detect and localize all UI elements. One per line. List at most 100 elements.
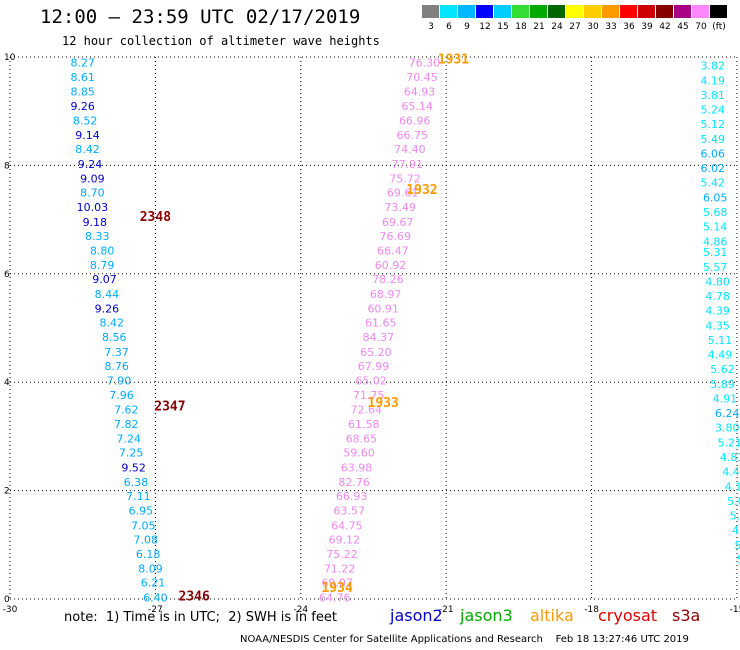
- time-label: 2348: [140, 210, 171, 225]
- wave-height-label: 66.93: [336, 490, 368, 503]
- wave-height-label: 7.11: [126, 490, 151, 503]
- page-title: 12:00 – 23:59 UTC 02/17/2019: [40, 6, 361, 28]
- wave-height-label: 8.44: [95, 288, 120, 301]
- wave-height-label: 7.05: [131, 519, 156, 532]
- wave-height-label: 5.11: [708, 334, 733, 347]
- color-legend-cell: (ft): [710, 5, 728, 32]
- wave-height-label: 9.24: [78, 158, 103, 171]
- wave-height-label: 9.07: [92, 273, 117, 286]
- color-legend: 3 6 9 12 15 18 21 24 27 30 33 36 39 42 45 70 (ft): [422, 5, 728, 32]
- y-tick-label: 2: [4, 487, 10, 497]
- wave-height-label: 71.22: [324, 563, 356, 576]
- wave-height-label: 8.76: [104, 360, 129, 373]
- time-label: 1932: [406, 183, 437, 198]
- wave-height-label: 5.07: [737, 553, 740, 566]
- wave-height-label: 5.57: [703, 261, 728, 274]
- sat-label-jason2: jason2: [390, 606, 443, 625]
- page-subtitle: 12 hour collection of altimeter wave hei…: [62, 34, 380, 48]
- color-legend-label: 15: [497, 22, 509, 32]
- color-legend-swatch: [584, 5, 602, 18]
- wave-height-label: 6.38: [124, 476, 149, 489]
- wave-height-label: 67.99: [358, 360, 390, 373]
- wave-height-label: 65.14: [401, 100, 433, 113]
- wave-height-label: 4.91: [713, 392, 738, 405]
- wave-height-label: 8.09: [138, 563, 163, 576]
- color-legend-label: 45: [677, 22, 689, 32]
- color-legend-label: 6: [446, 22, 452, 32]
- sat-label-s3a: s3a: [672, 606, 701, 625]
- color-legend-swatch: [566, 5, 584, 18]
- wave-height-label: 72.64: [350, 403, 382, 416]
- color-legend-cell: 42: [656, 5, 674, 32]
- wave-height-label: 59.60: [343, 447, 375, 460]
- color-legend-label: (ft): [712, 22, 726, 32]
- wave-height-label: 5.42: [701, 177, 726, 190]
- wave-height-label: 7.08: [133, 533, 158, 546]
- x-tick-label: -24: [293, 605, 308, 615]
- time-label: 1931: [438, 53, 469, 68]
- color-legend-swatch: [548, 5, 566, 18]
- wave-height-label: 3.81: [701, 89, 726, 102]
- wave-height-label: 69.61: [387, 187, 419, 200]
- color-legend-swatch: [476, 5, 494, 18]
- wave-height-label: 68.97: [370, 288, 402, 301]
- color-legend-cell: 18: [512, 5, 530, 32]
- wave-height-label: 69.12: [329, 533, 361, 546]
- wave-height-label: 3.80: [715, 422, 740, 435]
- color-legend-cell: 30: [584, 5, 602, 32]
- y-tick-label: 10: [4, 53, 16, 63]
- x-tick-label: -15: [730, 605, 740, 615]
- wave-height-label: 4.86: [703, 235, 728, 248]
- color-legend-label: 21: [533, 22, 545, 32]
- wave-height-label: 74.40: [394, 143, 426, 156]
- x-tick-label: -18: [584, 605, 599, 615]
- color-legend-label: 9: [464, 22, 470, 32]
- color-legend-cell: 39: [638, 5, 656, 32]
- color-legend-cell: 6: [440, 5, 458, 32]
- wave-height-label: 6.21: [141, 577, 166, 590]
- wave-height-label: 64.75: [331, 519, 363, 532]
- color-legend-cell: 21: [530, 5, 548, 32]
- color-legend-label: 12: [479, 22, 491, 32]
- time-label: 2346: [179, 589, 210, 604]
- wave-height-label: 8.79: [90, 259, 115, 272]
- wave-height-label: 75.22: [326, 548, 358, 561]
- wave-height-label: 60.92: [375, 259, 407, 272]
- wave-height-label: 78.26: [372, 273, 404, 286]
- wave-height-label: 8.70: [80, 187, 105, 200]
- wave-height-label: 5.24: [701, 104, 726, 117]
- wave-height-label: 69.07: [321, 577, 353, 590]
- wave-height-label: 75.72: [389, 172, 421, 185]
- wave-height-label: 7.96: [109, 389, 134, 402]
- wave-height-label: 5.68: [703, 206, 728, 219]
- wave-height-label: 4.35: [705, 319, 730, 332]
- credit-line: NOAA/NESDIS Center for Satellite Applica…: [240, 634, 689, 645]
- wave-height-label: 4.19: [701, 74, 726, 87]
- wave-height-label: 66.96: [399, 114, 431, 127]
- wave-height-label: 4.81: [720, 451, 740, 464]
- wave-height-label: 6.24: [715, 407, 740, 420]
- color-legend-swatch: [674, 5, 692, 18]
- color-legend-cell: 3: [422, 5, 440, 32]
- color-legend-label: 24: [551, 22, 563, 32]
- y-tick-label: 8: [4, 161, 10, 171]
- wave-height-label: 61.65: [365, 317, 397, 330]
- wave-height-label: 4.78: [705, 290, 730, 303]
- color-legend-swatch: [656, 5, 674, 18]
- wave-height-label: 5.12: [730, 510, 740, 523]
- color-legend-cell: 45: [674, 5, 692, 32]
- wave-height-label: 8.85: [70, 86, 95, 99]
- wave-height-label: 7.37: [104, 346, 129, 359]
- color-legend-swatch: [458, 5, 476, 18]
- wave-height-label: 76.30: [409, 56, 441, 69]
- wave-height-label: 61.58: [348, 418, 380, 431]
- wave-height-label: 7.25: [119, 447, 144, 460]
- color-legend-label: 70: [695, 22, 707, 32]
- wave-height-label: 10.03: [77, 201, 109, 214]
- color-legend-swatch: [620, 5, 638, 18]
- wave-height-label: 66.75: [397, 129, 429, 142]
- wave-height-label: 4.80: [705, 275, 730, 288]
- color-legend-cell: 24: [548, 5, 566, 32]
- x-tick-label: -30: [3, 605, 18, 615]
- wave-height-label: 4.39: [705, 305, 730, 318]
